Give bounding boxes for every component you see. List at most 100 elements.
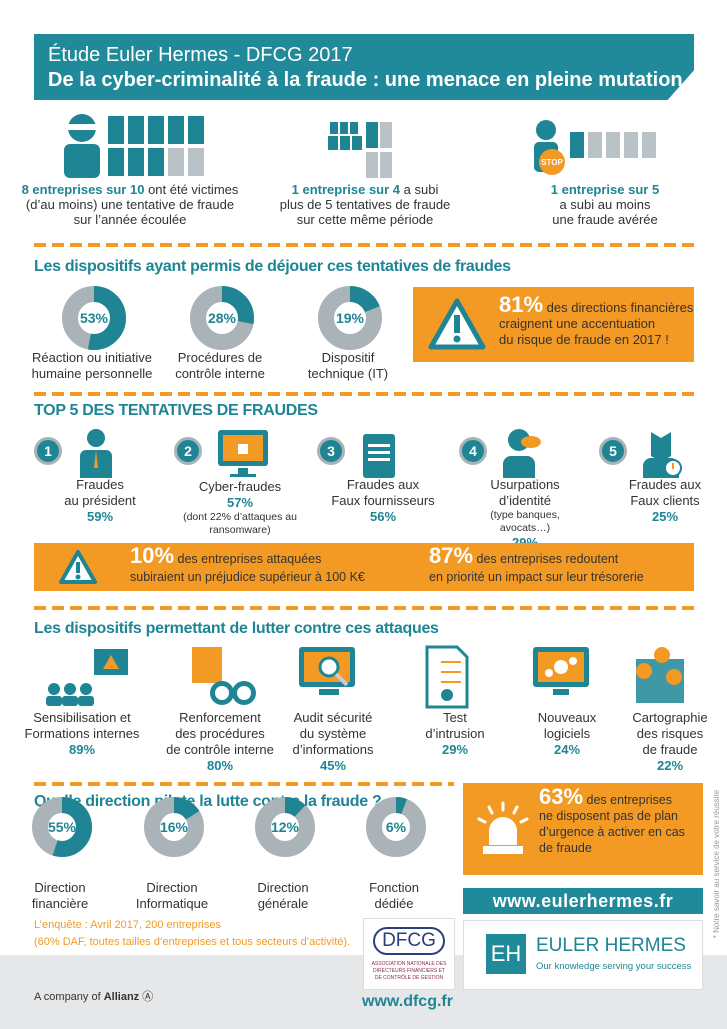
item-pct: 25% — [651, 509, 679, 524]
item-caption: Procédures de contrôle interne — [150, 350, 290, 382]
stat-highlight: 1 entreprise sur 4 — [291, 182, 401, 197]
item-pct: 56% — [369, 509, 397, 524]
item-caption-line: d’identité — [498, 493, 552, 508]
rank-badge: 1 — [34, 437, 62, 465]
item-caption-line: Réaction ou initiative — [32, 350, 152, 365]
plan-text: d’urgence à activer en cas — [539, 825, 685, 839]
item-caption-line: des procédures — [175, 726, 265, 741]
donut-chart: 19% — [318, 286, 382, 350]
stat-text: une fraude avérée — [552, 212, 658, 227]
dfcg-logo[interactable]: DFCG ASSOCIATION NATIONALE DES DIRECTEUR… — [363, 918, 455, 990]
donut-segment — [190, 286, 254, 350]
item-caption-line: Procédures de — [177, 350, 263, 365]
fake-client-icon — [641, 428, 697, 485]
stat-1-of-4: 1 entreprise sur 4 a subi plus de 5 tent… — [265, 182, 465, 227]
president-icon — [76, 428, 132, 485]
item-pct: 89% — [68, 742, 96, 757]
item-caption-line: dédiée — [374, 896, 414, 911]
donut-segment — [32, 797, 92, 857]
treasury-text: en priorité un impact sur leur trésoreri… — [429, 570, 644, 584]
alert-81-box: 81% des directions financières craignent… — [413, 287, 694, 362]
dfcg-subtitle: ASSOCIATION NATIONALE DES DIRECTEURS FIN… — [371, 961, 447, 981]
impact-text: subiraient un préjudice supérieur à 100 … — [130, 570, 365, 584]
donut-label: 12% — [271, 819, 300, 835]
item-caption-line: Test — [443, 710, 467, 725]
item-caption-line: Fraudes — [76, 477, 124, 492]
alarm-light-icon — [477, 801, 529, 854]
stat-text: sur l’année écoulée — [73, 212, 187, 227]
eh-name: EULER HERMES — [536, 935, 686, 956]
donut-label: 28% — [208, 310, 237, 326]
item-caption-line: Renforcement — [179, 710, 261, 725]
risk-map-icon — [632, 645, 718, 714]
item-pct: 45% — [319, 758, 347, 773]
item-caption-line: de contrôle interne — [166, 742, 274, 757]
eh-mark: EH — [486, 934, 526, 974]
item-caption-line: Faux fournisseurs — [331, 493, 435, 508]
item-caption-line: du système — [299, 726, 367, 741]
donut-chart: 12% — [255, 797, 315, 857]
survey-line: L’enquête : Avril 2017, 200 entreprises — [34, 919, 221, 931]
rank-badge: 4 — [459, 437, 487, 465]
item-pct: 57% — [226, 495, 254, 510]
rank-badge: 3 — [317, 437, 345, 465]
item-caption-line: d’intrusion — [425, 726, 485, 741]
donut-segment — [318, 286, 382, 350]
item-pct: (type banques, avocats…) — [490, 509, 560, 534]
stat-text: (d’au moins) une tentative de fraude — [25, 197, 235, 212]
allianz-brand: Allianz — [103, 991, 140, 1003]
software-gears-icon — [529, 645, 615, 714]
stat-text: sur cette même période — [296, 212, 434, 227]
euler-hermes-logo[interactable]: EH EULER HERMES Our knowledge serving yo… — [463, 920, 703, 990]
item-caption-line: Audit sécurité — [293, 710, 373, 725]
hacker-buildings-icon — [64, 114, 204, 178]
item-caption-line: Sensibilisation et — [33, 710, 131, 725]
donut-chart: 6% — [366, 797, 426, 857]
binoculars-icon — [182, 645, 268, 714]
stat-highlight: 1 entreprise sur 5 — [550, 182, 660, 197]
side-note: * Notre savoir au service de votre réuss… — [712, 789, 721, 939]
rank-badge: 2 — [174, 437, 202, 465]
item-caption-line: financière — [31, 896, 89, 911]
donut-segment — [62, 286, 126, 350]
item-caption-line: Fonction — [369, 880, 419, 895]
donut-chart: 55% — [32, 797, 92, 857]
allianz-logo-icon: Ⓐ — [142, 991, 154, 1003]
item-caption-line: des risques — [636, 726, 704, 741]
item-caption: Sensibilisation et Formations internes 89% — [22, 710, 142, 758]
item-pct: 22% — [656, 758, 684, 773]
item-caption: Cartographie des risques de fraude 22% — [610, 710, 727, 774]
donut-label: 55% — [48, 819, 77, 835]
masked-person-icon — [501, 428, 557, 485]
eulerhermes-link[interactable]: www.eulerhermes.fr — [463, 888, 703, 914]
audit-monitor-icon — [295, 645, 381, 714]
item-pct: (dont 22% d’attaques au ransomware) — [183, 511, 297, 536]
warning-icon — [59, 550, 97, 584]
item-caption-line: Nouveaux — [537, 710, 597, 725]
emergency-plan-box: 63% des entreprises ne disposent pas de … — [463, 783, 703, 875]
plan-text: de fraude — [539, 841, 592, 855]
rank-badge: 5 — [599, 437, 627, 465]
plan-text: des entreprises — [583, 793, 672, 807]
item-caption-line: Fraudes aux — [628, 477, 702, 492]
divider — [34, 243, 694, 247]
item-caption: Renforcement des procédures de contrôle in… — [160, 710, 280, 774]
invoice-icon — [359, 428, 415, 485]
stat-1-of-5: 1 entreprise sur 5 a subi au moins une fr… — [505, 182, 705, 227]
item-caption: Test d’intrusion 29% — [395, 710, 515, 758]
donut-label: 53% — [80, 310, 109, 326]
item-caption-line: générale — [257, 896, 309, 911]
dfcg-link[interactable]: www.dfcg.fr — [362, 993, 453, 1010]
item-caption-line: logiciels — [543, 726, 591, 741]
eh-tagline: Our knowledge serving your success — [536, 961, 692, 972]
training-icon — [44, 645, 130, 714]
hacker-stop-icon: STOP — [534, 120, 656, 175]
plan-text: ne disposent pas de plan — [539, 809, 678, 823]
stat-text: ont été victimes — [144, 182, 239, 197]
divider — [34, 606, 694, 610]
divider — [34, 392, 694, 396]
item-caption-line: au président — [64, 493, 136, 508]
plan-pct: 63% — [539, 784, 584, 809]
item-pct: 80% — [206, 758, 234, 773]
item-caption: Usurpations d’identité (type banques, avoc… — [465, 477, 585, 551]
